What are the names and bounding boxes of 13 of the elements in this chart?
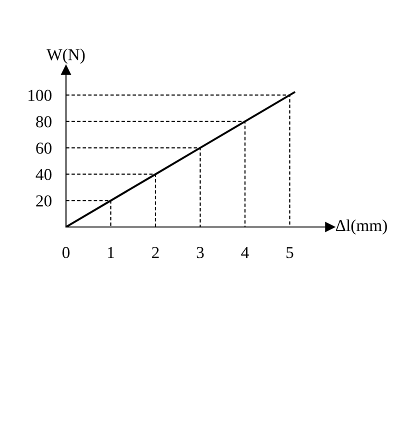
x-tick-label: 1	[108, 247, 114, 258]
y-axis-title: W(N)	[46, 48, 85, 64]
x-tick-label: 5	[286, 247, 294, 258]
y-tick-label: 40	[36, 168, 52, 180]
x-tick-label: 0	[62, 246, 70, 258]
x-tick-label: 4	[241, 247, 249, 258]
x-tick-label: 2	[152, 246, 159, 258]
y-tick-label: 60	[36, 142, 52, 154]
x-axis-title: Δl(mm)	[336, 219, 387, 235]
y-tick-label: 100	[28, 90, 52, 102]
y-tick-label: 80	[36, 116, 52, 128]
x-tick-label: 3	[196, 246, 204, 258]
y-tick-label: 20	[36, 195, 52, 207]
